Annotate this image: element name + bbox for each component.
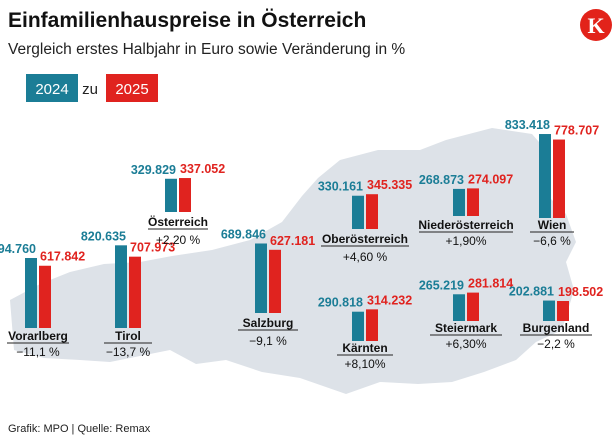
region-name-wien: Wien [538, 218, 567, 232]
region-name-vorarlberg: Vorarlberg [8, 329, 68, 343]
legend-label-2024: 2024 [35, 81, 68, 98]
bar-2025-wien [553, 139, 565, 218]
value-label-2024-vorarlberg: 694.760 [0, 242, 36, 256]
bar-2025-oberoesterreich [366, 194, 378, 229]
value-label-2025-salzburg: 627.181 [270, 234, 315, 248]
bar-2024-tirol [115, 245, 127, 328]
bar-2024-steiermark [453, 294, 465, 321]
region-name-steiermark: Steiermark [435, 321, 497, 335]
value-label-2024-oberoesterreich: 330.161 [318, 180, 363, 194]
region-burgenland: 202.881 198.502 Burgenland −2,2 % [509, 285, 603, 351]
region-change-kaernten: +8,10% [344, 357, 385, 371]
region-name-burgenland: Burgenland [523, 321, 590, 335]
bar-2025-burgenland [557, 301, 569, 321]
value-label-2024-salzburg: 689.846 [221, 227, 266, 241]
bar-2024-vorarlberg [25, 258, 37, 328]
chart-subtitle: Vergleich erstes Halbjahr in Euro sowie … [8, 41, 405, 58]
region-change-steiermark: +6,30% [445, 337, 486, 351]
value-label-2024-niederoesterreich: 268.873 [419, 173, 464, 187]
bar-2024-oberoesterreich [352, 195, 364, 229]
value-label-2025-niederoesterreich: 274.097 [468, 172, 513, 186]
region-salzburg: 689.846 627.181 Salzburg −9,1 % [221, 227, 315, 348]
bar-2025-steiermark [467, 292, 479, 321]
value-label-2024-burgenland: 202.881 [509, 285, 554, 299]
region-change-oberoesterreich: +4,60 % [343, 250, 388, 264]
region-wien: 833.418 778.707 Wien −6,6 % [505, 118, 599, 248]
region-name-niederoesterreich: Niederösterreich [418, 218, 513, 232]
value-label-2025-vorarlberg: 617.842 [40, 250, 85, 264]
legend-swatch-2024 [26, 74, 78, 102]
bar-2025-vorarlberg [39, 265, 51, 328]
region-oesterreich: 329.829 337.052 Österreich +2,20 % [131, 162, 225, 247]
value-label-2024-wien: 833.418 [505, 118, 550, 132]
bar-2025-tirol [129, 256, 141, 328]
region-name-oesterreich: Österreich [148, 214, 208, 229]
value-label-2025-oesterreich: 337.052 [180, 162, 225, 176]
bar-2025-salzburg [269, 249, 281, 313]
value-label-2025-wien: 778.707 [554, 124, 599, 138]
region-name-oberoesterreich: Oberösterreich [322, 232, 408, 246]
region-change-wien: −6,6 % [533, 234, 571, 248]
region-kaernten: 290.818 314.232 Kärnten +8,10% [318, 293, 412, 371]
bar-2024-oesterreich [165, 178, 177, 212]
value-label-2025-steiermark: 281.814 [468, 277, 513, 291]
region-tirol: 820.635 707.973 Tirol −13,7 % [81, 229, 175, 359]
region-vorarlberg: 694.760 617.842 Vorarlberg −11,1 % [0, 242, 85, 359]
value-label-2025-oberoesterreich: 345.335 [367, 178, 412, 192]
bar-2025-kaernten [366, 309, 378, 341]
region-change-vorarlberg: −11,1 % [16, 345, 60, 359]
value-label-2024-steiermark: 265.219 [419, 278, 464, 292]
legend-swatch-2025 [106, 74, 158, 102]
region-steiermark: 265.219 281.814 Steiermark +6,30% [419, 277, 513, 351]
region-change-burgenland: −2,2 % [537, 337, 575, 351]
bar-2024-niederoesterreich [453, 188, 465, 216]
region-change-tirol: −13,7 % [106, 345, 151, 359]
region-oberoesterreich: 330.161 345.335 Oberösterreich +4,60 % [318, 178, 412, 264]
value-label-2025-burgenland: 198.502 [558, 285, 603, 299]
region-niederoesterreich: 268.873 274.097 Niederösterreich +1,90% [418, 172, 513, 248]
region-name-salzburg: Salzburg [243, 316, 294, 330]
value-label-2024-tirol: 820.635 [81, 229, 126, 243]
austria-map-shape [10, 128, 576, 394]
bar-2025-niederoesterreich [467, 188, 479, 216]
region-groups: 694.760 617.842 Vorarlberg −11,1 % 820.635 70… [0, 118, 603, 371]
region-name-kaernten: Kärnten [342, 341, 387, 355]
value-label-2025-kaernten: 314.232 [367, 293, 412, 307]
legend: 2024 zu 2025 [26, 74, 158, 102]
region-change-oesterreich: +2,20 % [156, 233, 201, 247]
legend-label-2025: 2025 [115, 81, 148, 98]
source-note: Grafik: MPO | Quelle: Remax [8, 423, 151, 435]
legend-connector: zu [82, 81, 98, 98]
bar-2024-wien [539, 134, 551, 218]
region-name-tirol: Tirol [115, 329, 141, 343]
bar-2024-kaernten [352, 311, 364, 341]
bar-2025-oesterreich [179, 178, 191, 212]
bar-2024-salzburg [255, 243, 267, 313]
kurier-logo: K [580, 9, 612, 41]
value-label-2024-oesterreich: 329.829 [131, 163, 176, 177]
value-label-2025-tirol: 707.973 [130, 241, 175, 255]
region-change-niederoesterreich: +1,90% [445, 234, 486, 248]
chart-title: Einfamilienhauspreise in Österreich [8, 9, 366, 32]
region-change-salzburg: −9,1 % [249, 334, 287, 348]
bar-2024-burgenland [543, 300, 555, 321]
value-label-2024-kaernten: 290.818 [318, 296, 363, 310]
svg-text:K: K [587, 13, 604, 38]
